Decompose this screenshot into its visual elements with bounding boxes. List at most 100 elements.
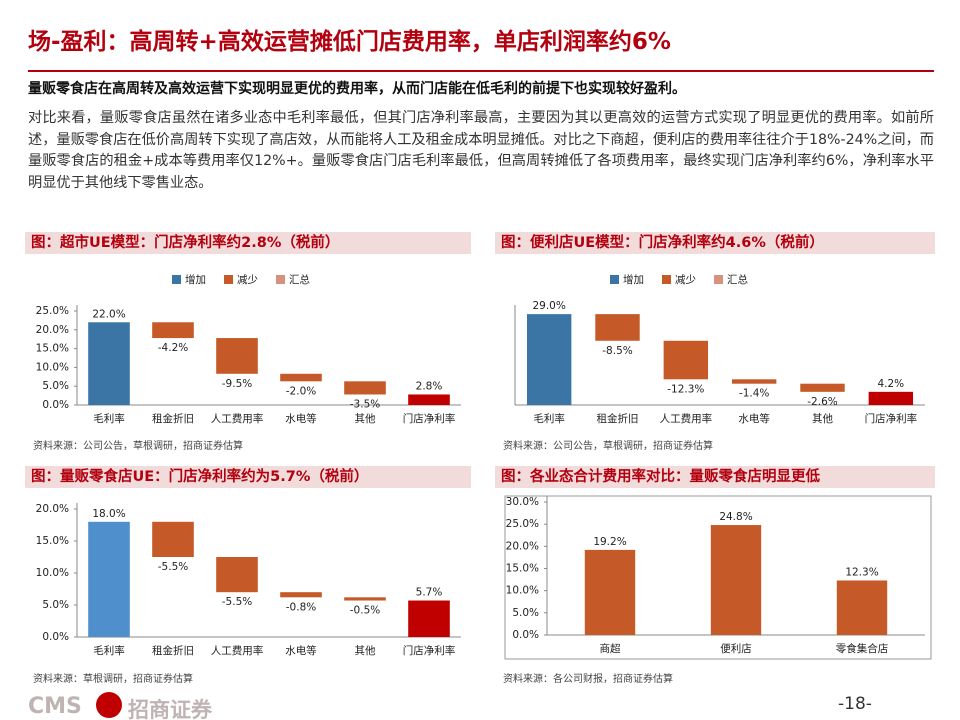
y-tick-label: 0.0% bbox=[42, 399, 69, 411]
source-note: 资料来源：各公司财报，招商证券估算 bbox=[503, 674, 673, 685]
x-tick-label: 毛利率 bbox=[93, 412, 125, 425]
value-label: 19.2% bbox=[593, 536, 626, 548]
plot-frame bbox=[504, 495, 932, 660]
panel-title: 图：量贩零食店UE：门店净利率约为5.7%（税前） bbox=[25, 466, 471, 488]
legend-label: 增加 bbox=[623, 273, 644, 286]
bar bbox=[88, 322, 130, 405]
chart: 0.0% 5.0% 10.0% 15.0% 20.0% 25.0% 30.0% 商超 19.2%… bbox=[504, 495, 932, 660]
source-note: 资料来源：公司公告，草根调研，招商证券估算 bbox=[503, 441, 713, 452]
y-tick-label: 25.0% bbox=[506, 518, 539, 530]
x-tick-label: 其他 bbox=[812, 412, 833, 425]
value-label: 4.2% bbox=[877, 378, 904, 390]
summary: 量贩零食店在高周转及高效运营下实现明显更优的费用率，从而门店能在低毛利的前提下也… bbox=[28, 81, 686, 97]
y-tick-label: 20.0% bbox=[506, 540, 539, 552]
source-note: 资料来源：草根调研，招商证券估算 bbox=[33, 674, 193, 685]
panel-title: 图：各业态合计费用率对比：量贩零食店明显更低 bbox=[495, 466, 935, 488]
x-tick-label: 其他 bbox=[355, 644, 376, 657]
x-tick-label: 水电等 bbox=[738, 412, 770, 425]
x-tick-label: 其他 bbox=[355, 412, 376, 425]
x-tick-label: 水电等 bbox=[285, 412, 317, 425]
bar bbox=[526, 314, 572, 405]
x-tick-label: 租金折旧 bbox=[152, 412, 194, 425]
bar bbox=[710, 525, 762, 635]
legend-label: 增加 bbox=[185, 273, 206, 286]
y-tick-label: 10.0% bbox=[506, 585, 539, 597]
page-number: -18- bbox=[838, 694, 872, 714]
value-label: -0.8% bbox=[286, 601, 316, 613]
value-label: -0.5% bbox=[350, 605, 380, 617]
legend-swatch bbox=[172, 275, 181, 284]
x-tick-label: 人工费用率 bbox=[660, 412, 713, 425]
value-label: 12.3% bbox=[845, 566, 878, 578]
y-tick-label: 20.0% bbox=[36, 503, 69, 515]
y-tick-label: 5.0% bbox=[512, 607, 539, 619]
bar bbox=[595, 314, 640, 341]
value-label: 5.7% bbox=[416, 587, 443, 599]
x-tick-label: 门店净利率 bbox=[865, 412, 918, 425]
y-tick-label: 10.0% bbox=[36, 567, 69, 579]
x-tick-label: 毛利率 bbox=[93, 644, 125, 657]
bar bbox=[408, 600, 450, 637]
legend-swatch bbox=[662, 275, 671, 284]
bar bbox=[152, 521, 194, 557]
logo-en: CMS bbox=[28, 694, 82, 719]
y-tick-label: 5.0% bbox=[42, 380, 69, 392]
y-tick-label: 0.0% bbox=[42, 631, 69, 643]
x-tick-label: 租金折旧 bbox=[597, 412, 639, 425]
x-tick-label: 人工费用率 bbox=[211, 412, 264, 425]
value-label: -2.0% bbox=[286, 385, 316, 397]
body-text: 对比来看，量贩零食店虽然在诸多业态中毛利率最低，但其门店净利率最高，主要因为其以… bbox=[28, 110, 934, 191]
legend-label: 汇总 bbox=[727, 273, 748, 286]
value-label: -9.5% bbox=[222, 378, 252, 390]
bar bbox=[216, 557, 258, 593]
logo-icon bbox=[96, 692, 122, 718]
bar bbox=[152, 322, 194, 339]
y-tick-label: 15.0% bbox=[36, 535, 69, 547]
value-label: 29.0% bbox=[532, 300, 565, 312]
legend-label: 汇总 bbox=[289, 273, 310, 286]
bar bbox=[584, 549, 636, 635]
bar bbox=[216, 338, 258, 374]
legend-swatch bbox=[714, 275, 723, 284]
y-tick-label: 20.0% bbox=[36, 324, 69, 336]
value-label: 2.8% bbox=[416, 380, 443, 392]
y-tick-label: 25.0% bbox=[36, 305, 69, 317]
bar bbox=[280, 373, 322, 382]
bar bbox=[800, 383, 845, 392]
y-tick-label: 10.0% bbox=[36, 361, 69, 373]
x-tick-label: 毛利率 bbox=[533, 412, 565, 425]
y-tick-label: 15.0% bbox=[36, 343, 69, 355]
y-tick-label: 0.0% bbox=[512, 629, 539, 641]
value-label: -8.5% bbox=[602, 345, 632, 357]
x-tick-label: 门店净利率 bbox=[403, 644, 456, 657]
value-label: -12.3% bbox=[667, 383, 704, 395]
x-tick-label: 商超 bbox=[600, 642, 621, 655]
panel-title: 图：超市UE模型：门店净利率约2.8%（税前） bbox=[25, 232, 471, 254]
y-tick-label: 30.0% bbox=[506, 496, 539, 508]
x-tick-label: 零食集合店 bbox=[836, 642, 889, 655]
bar bbox=[836, 580, 888, 635]
value-label: -3.5% bbox=[350, 398, 380, 410]
bar bbox=[408, 394, 450, 405]
logo-cn: 招商证券 bbox=[128, 698, 212, 720]
value-label: 22.0% bbox=[92, 308, 125, 320]
value-label: -5.5% bbox=[222, 596, 252, 608]
bar bbox=[280, 592, 322, 598]
bar bbox=[344, 381, 386, 395]
legend-swatch bbox=[276, 275, 285, 284]
value-label: 18.0% bbox=[92, 508, 125, 520]
x-tick-label: 水电等 bbox=[285, 644, 317, 657]
legend-swatch bbox=[224, 275, 233, 284]
value-label: 24.8% bbox=[719, 511, 752, 523]
bar bbox=[88, 521, 130, 637]
value-label: -2.6% bbox=[807, 396, 837, 408]
bar bbox=[868, 391, 914, 405]
y-tick-label: 15.0% bbox=[506, 563, 539, 575]
bar bbox=[731, 379, 777, 384]
legend-swatch bbox=[610, 275, 619, 284]
x-tick-label: 人工费用率 bbox=[211, 644, 264, 657]
x-tick-label: 便利店 bbox=[720, 642, 752, 655]
legend-label: 减少 bbox=[237, 274, 258, 286]
